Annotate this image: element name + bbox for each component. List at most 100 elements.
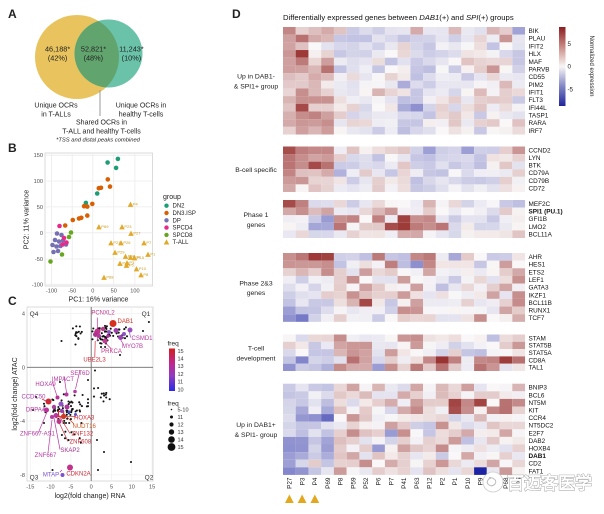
svg-text:P69: P69 xyxy=(101,224,109,229)
svg-text:14: 14 xyxy=(178,438,184,444)
svg-text:ZNF132: ZNF132 xyxy=(72,432,94,438)
svg-text:development: development xyxy=(237,356,276,363)
svg-text:NUDT16: NUDT16 xyxy=(73,424,97,430)
svg-text:-8: -8 xyxy=(20,473,25,479)
svg-text:-5: -5 xyxy=(568,87,574,94)
svg-text:HLX: HLX xyxy=(529,51,542,58)
svg-text:11: 11 xyxy=(178,380,184,386)
svg-text:GFI1B: GFI1B xyxy=(529,216,547,223)
svg-text:BCL11B: BCL11B xyxy=(529,300,552,307)
svg-text:P27: P27 xyxy=(287,477,294,489)
svg-text:Q2: Q2 xyxy=(145,475,154,482)
svg-text:TASP1: TASP1 xyxy=(529,113,549,120)
svg-text:P59: P59 xyxy=(350,477,357,489)
svg-text:PCNXL2: PCNXL2 xyxy=(91,311,115,317)
svg-text:LEF1: LEF1 xyxy=(529,277,545,284)
svg-text:AHR: AHR xyxy=(529,254,543,261)
svg-text:P4: P4 xyxy=(133,202,139,207)
svg-text:MEF2C: MEF2C xyxy=(529,201,551,208)
svg-text:SKAP2: SKAP2 xyxy=(60,448,80,454)
svg-text:PC2: 11% variance: PC2: 11% variance xyxy=(24,190,31,250)
svg-text:Q1: Q1 xyxy=(142,311,151,318)
svg-text:CD55: CD55 xyxy=(529,74,546,81)
svg-text:15: 15 xyxy=(178,445,184,451)
svg-text:P63: P63 xyxy=(414,477,421,489)
svg-text:log2(fold change) RNA: log2(fold change) RNA xyxy=(55,493,126,500)
svg-text:Q4: Q4 xyxy=(30,311,39,318)
svg-text:P8: P8 xyxy=(143,272,149,277)
svg-text:P2: P2 xyxy=(439,477,446,485)
svg-text:CSMD1: CSMD1 xyxy=(132,336,154,342)
svg-text:PIM2: PIM2 xyxy=(529,82,544,89)
svg-text:100: 100 xyxy=(130,288,139,294)
svg-text:50: 50 xyxy=(37,205,43,211)
svg-text:MAF: MAF xyxy=(529,59,543,66)
svg-text:log2(fold change) ATAC: log2(fold change) ATAC xyxy=(12,357,19,430)
svg-text:HES1: HES1 xyxy=(529,262,546,269)
svg-text:PARVB: PARVB xyxy=(529,66,550,73)
svg-text:13: 13 xyxy=(178,364,184,370)
svg-text:0: 0 xyxy=(90,484,93,490)
svg-text:15: 15 xyxy=(149,484,155,490)
svg-text:Q3: Q3 xyxy=(30,475,39,482)
svg-text:5-10: 5-10 xyxy=(178,408,189,414)
svg-text:IFIT2: IFIT2 xyxy=(529,43,544,50)
svg-text:DAB1: DAB1 xyxy=(118,319,134,325)
svg-text:4: 4 xyxy=(22,312,25,318)
svg-text:CCND2: CCND2 xyxy=(529,147,551,154)
svg-text:50: 50 xyxy=(111,288,117,294)
svg-text:Normalized expression: Normalized expression xyxy=(588,35,594,96)
svg-text:P5: P5 xyxy=(129,263,135,268)
svg-text:IKZF1: IKZF1 xyxy=(529,292,547,299)
svg-text:P1: P1 xyxy=(452,477,459,485)
svg-text:BCL6: BCL6 xyxy=(529,392,545,399)
svg-text:B: B xyxy=(8,141,17,155)
svg-text:P7: P7 xyxy=(388,477,395,485)
svg-text:11,243*: 11,243* xyxy=(119,45,144,54)
svg-text:T-ALL and healthy T-cells: T-ALL and healthy T-cells xyxy=(62,129,141,136)
svg-text:P4: P4 xyxy=(312,477,319,485)
svg-text:IFI44L: IFI44L xyxy=(529,105,548,112)
svg-text:(10%): (10%) xyxy=(122,54,141,63)
svg-text:-10: -10 xyxy=(47,484,55,490)
svg-text:group: group xyxy=(163,194,181,201)
svg-text:12: 12 xyxy=(178,372,184,378)
svg-text:BNIP3: BNIP3 xyxy=(529,385,548,392)
svg-text:100: 100 xyxy=(34,179,43,185)
svg-text:E2F7: E2F7 xyxy=(529,430,545,437)
svg-text:STAT5A: STAT5A xyxy=(529,350,553,357)
svg-text:CD8A: CD8A xyxy=(529,357,547,364)
svg-text:DAB1: DAB1 xyxy=(529,453,547,460)
svg-text:P69: P69 xyxy=(325,477,332,489)
svg-text:P27: P27 xyxy=(133,231,141,236)
svg-text:CD79B: CD79B xyxy=(529,178,550,185)
svg-text:IRF7: IRF7 xyxy=(529,128,543,135)
svg-text:-50: -50 xyxy=(35,257,43,263)
svg-text:P23: P23 xyxy=(124,224,132,229)
svg-text:DAB2: DAB2 xyxy=(529,438,546,445)
svg-text:Unique OCRs in: Unique OCRs in xyxy=(116,103,167,110)
svg-text:P7: P7 xyxy=(146,240,152,245)
svg-text:Unique OCRs: Unique OCRs xyxy=(34,103,78,110)
svg-text:HOXA3: HOXA3 xyxy=(74,416,95,422)
svg-text:P29: P29 xyxy=(117,250,125,255)
svg-text:Differentially expressed genes: Differentially expressed genes between D… xyxy=(283,13,514,22)
svg-text:P41: P41 xyxy=(401,477,408,489)
svg-text:(42%): (42%) xyxy=(48,54,67,63)
svg-text:ZNF667-AS1: ZNF667-AS1 xyxy=(20,432,56,438)
svg-text:10: 10 xyxy=(178,387,184,393)
svg-text:STAM: STAM xyxy=(529,335,546,342)
svg-text:STAT5B: STAT5B xyxy=(529,343,552,350)
svg-text:11: 11 xyxy=(178,415,184,421)
svg-text:PLAU: PLAU xyxy=(529,36,546,43)
svg-text:ZNF667: ZNF667 xyxy=(35,453,57,459)
svg-text:P15: P15 xyxy=(137,255,145,260)
svg-text:NT5M: NT5M xyxy=(529,400,546,407)
svg-text:LYN: LYN xyxy=(529,155,541,162)
svg-text:0: 0 xyxy=(40,231,43,237)
svg-text:P68: P68 xyxy=(106,275,114,280)
svg-text:& SPI1+ group: & SPI1+ group xyxy=(234,84,279,91)
svg-text:CCDC50: CCDC50 xyxy=(21,395,46,401)
svg-text:P26: P26 xyxy=(123,240,131,245)
svg-text:P6: P6 xyxy=(376,477,383,485)
